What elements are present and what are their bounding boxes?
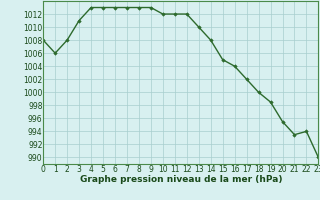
X-axis label: Graphe pression niveau de la mer (hPa): Graphe pression niveau de la mer (hPa) [80, 175, 282, 184]
